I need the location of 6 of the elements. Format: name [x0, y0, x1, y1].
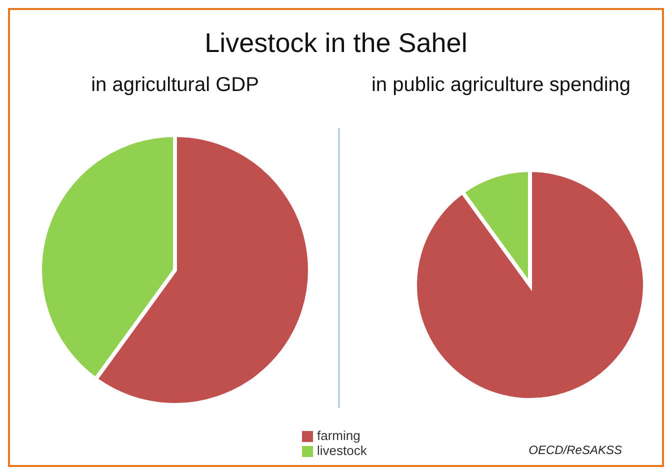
legend-label: farming: [317, 428, 360, 443]
legend-label: livestock: [317, 443, 367, 458]
chart-subtitle: in agricultural GDP: [90, 74, 260, 97]
chart-title: Livestock in the Sahel: [204, 28, 468, 59]
text: OECD/ReSAKSS: [528, 443, 622, 457]
chart-subtitle: in public agriculture spending: [370, 74, 632, 97]
